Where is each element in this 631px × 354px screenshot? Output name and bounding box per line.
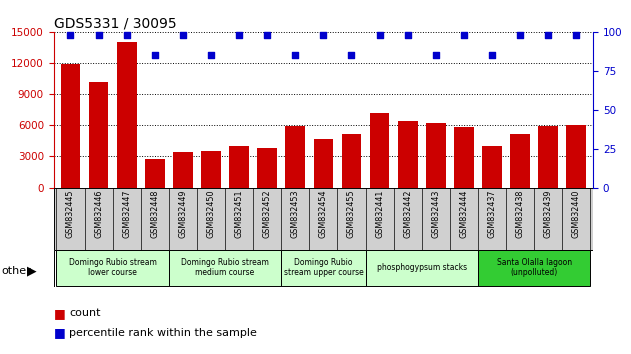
Bar <box>89 82 109 188</box>
Bar <box>454 127 474 188</box>
Point <box>318 32 328 38</box>
Bar <box>365 250 478 286</box>
Point <box>403 32 413 38</box>
Bar <box>482 146 502 188</box>
Bar <box>54 250 593 287</box>
Point <box>543 32 553 38</box>
Bar <box>426 123 445 188</box>
Bar <box>341 133 362 188</box>
Text: Domingo Rubio stream
lower course: Domingo Rubio stream lower course <box>69 258 156 277</box>
Point <box>346 52 357 58</box>
Point <box>375 32 385 38</box>
Point <box>206 52 216 58</box>
Point <box>487 52 497 58</box>
Text: GSM832453: GSM832453 <box>291 189 300 238</box>
Bar <box>169 250 281 286</box>
Text: Santa Olalla lagoon
(unpolluted): Santa Olalla lagoon (unpolluted) <box>497 258 572 277</box>
Text: other: other <box>1 266 31 276</box>
Text: count: count <box>69 308 101 318</box>
Text: phosphogypsum stacks: phosphogypsum stacks <box>377 263 467 272</box>
Text: GSM832439: GSM832439 <box>544 189 553 238</box>
Text: GDS5331 / 30095: GDS5331 / 30095 <box>54 17 176 31</box>
Text: GSM832455: GSM832455 <box>347 189 356 238</box>
Text: GSM832448: GSM832448 <box>150 189 159 238</box>
Point <box>93 32 103 38</box>
Text: ■: ■ <box>54 326 66 339</box>
Bar <box>54 188 593 250</box>
Bar <box>314 139 333 188</box>
Bar <box>257 148 277 188</box>
Bar <box>173 152 192 188</box>
Bar <box>61 64 80 188</box>
Text: GSM832437: GSM832437 <box>488 189 497 238</box>
Text: GSM832443: GSM832443 <box>431 189 440 238</box>
Bar <box>201 151 221 188</box>
Point <box>515 32 525 38</box>
Bar <box>370 113 389 188</box>
Text: GSM832438: GSM832438 <box>516 189 524 238</box>
Text: GSM832442: GSM832442 <box>403 189 412 238</box>
Bar <box>398 121 418 188</box>
Bar <box>229 146 249 188</box>
Text: GSM832444: GSM832444 <box>459 189 468 238</box>
Text: GSM832449: GSM832449 <box>179 189 187 238</box>
Point <box>234 32 244 38</box>
Text: percentile rank within the sample: percentile rank within the sample <box>69 328 257 338</box>
Text: Domingo Rubio
stream upper course: Domingo Rubio stream upper course <box>283 258 363 277</box>
Text: GSM832446: GSM832446 <box>94 189 103 238</box>
Text: GSM832440: GSM832440 <box>572 189 581 238</box>
Point <box>66 32 76 38</box>
Text: GSM832451: GSM832451 <box>235 189 244 238</box>
Point <box>290 52 300 58</box>
Bar <box>478 250 591 286</box>
Point <box>431 52 441 58</box>
Bar <box>538 126 558 188</box>
Text: GSM832447: GSM832447 <box>122 189 131 238</box>
Bar <box>117 42 136 188</box>
Text: Domingo Rubio stream
medium course: Domingo Rubio stream medium course <box>181 258 269 277</box>
Bar <box>281 250 365 286</box>
Bar <box>567 125 586 188</box>
Point <box>459 32 469 38</box>
Text: GSM832445: GSM832445 <box>66 189 75 238</box>
Text: ▶: ▶ <box>27 264 37 277</box>
Text: ■: ■ <box>54 307 66 320</box>
Bar <box>285 126 305 188</box>
Text: GSM832452: GSM832452 <box>262 189 272 238</box>
Point <box>122 32 132 38</box>
Point <box>262 32 272 38</box>
Bar <box>56 250 169 286</box>
Bar <box>510 133 530 188</box>
Text: GSM832441: GSM832441 <box>375 189 384 238</box>
Point <box>150 52 160 58</box>
Bar <box>145 159 165 188</box>
Text: GSM832454: GSM832454 <box>319 189 328 238</box>
Text: GSM832450: GSM832450 <box>206 189 216 238</box>
Point <box>571 32 581 38</box>
Point <box>178 32 188 38</box>
